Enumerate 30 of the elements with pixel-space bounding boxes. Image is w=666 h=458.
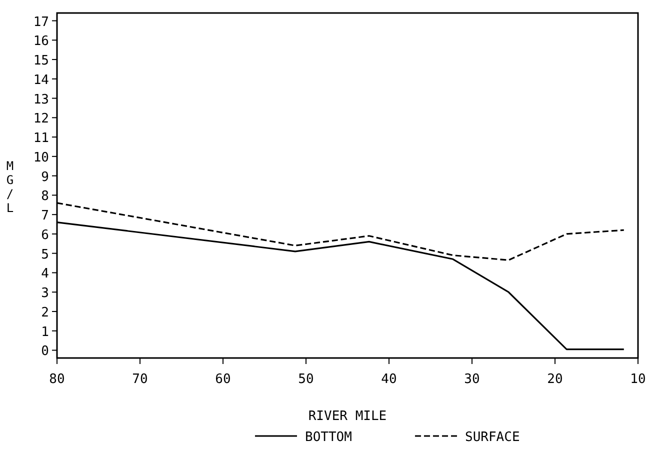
y-tick-label: 9 [41,170,49,185]
x-tick-label: 40 [381,372,397,387]
x-tick-label: 30 [464,372,480,387]
x-tick-label: 60 [215,372,231,387]
y-tick-label: 11 [33,131,49,146]
y-tick-label: 13 [33,92,49,108]
y-tick-label: 16 [33,34,49,50]
y-tick-label: 3 [41,286,49,302]
x-tick-label: 70 [132,372,148,387]
legend-label: BOTTOM [305,430,352,445]
legend-label: SURFACE [465,430,520,445]
y-tick-label: 12 [33,112,49,127]
y-tick-label: 0 [41,344,49,360]
y-tick-label: 7 [41,208,49,224]
y-axis-title: MG/L [6,158,14,215]
y-tick-label: 15 [33,54,49,69]
x-tick-label: 50 [298,372,314,387]
x-tick-label: 80 [49,372,65,387]
x-tick-label: 10 [630,372,646,387]
y-tick-label: 8 [41,189,49,204]
y-tick-label: 6 [41,228,49,243]
y-tick-label: 5 [41,247,49,262]
y-tick-label: 1 [41,324,49,340]
y-tick-label: 2 [41,305,49,320]
y-tick-label: 10 [33,150,49,166]
y-tick-label: 4 [41,266,50,282]
x-tick-label: 20 [547,372,563,387]
y-tick-label: 14 [33,72,50,88]
x-axis-title: RIVER MILE [308,409,387,424]
y-tick-label: 17 [33,14,49,30]
